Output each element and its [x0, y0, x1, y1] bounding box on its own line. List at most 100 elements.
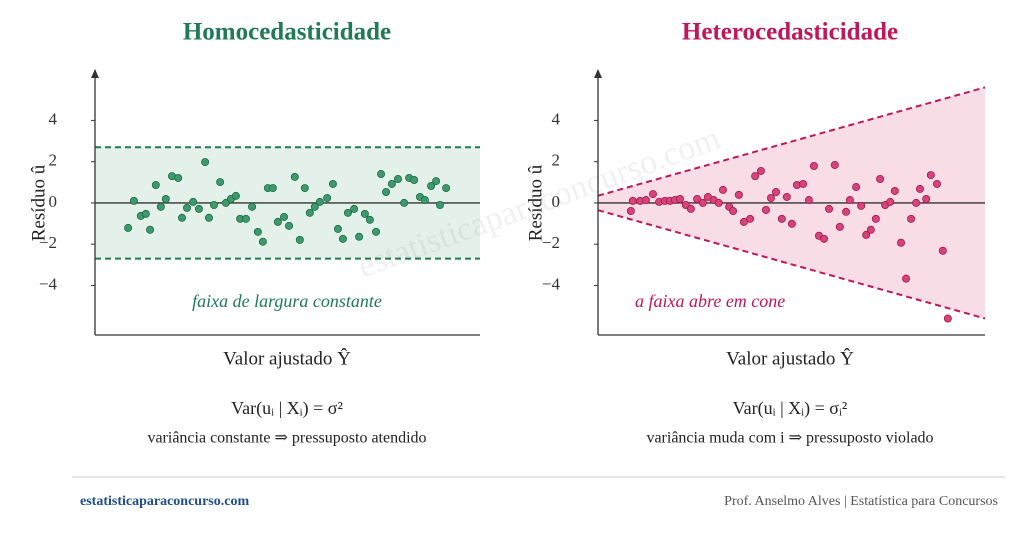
- caption: variância muda com i ⇒ pressuposto viola…: [646, 430, 933, 447]
- point: [686, 204, 695, 213]
- point: [372, 227, 381, 236]
- point: [141, 209, 150, 218]
- point: [273, 217, 282, 226]
- point: [432, 177, 441, 186]
- point: [204, 213, 213, 222]
- y-tick-label: 0: [552, 192, 561, 211]
- y-tick-label: 4: [552, 109, 561, 128]
- point: [852, 183, 861, 192]
- point: [890, 186, 899, 195]
- point: [387, 179, 396, 188]
- point: [830, 160, 839, 169]
- point: [328, 179, 337, 188]
- point: [845, 196, 854, 205]
- y-axis-arrow: [91, 69, 99, 78]
- point: [938, 246, 947, 255]
- point: [420, 196, 429, 205]
- caption: variância constante ⇒ pressuposto atendi…: [147, 430, 426, 447]
- point: [209, 200, 218, 209]
- point: [761, 205, 770, 214]
- point: [258, 237, 267, 246]
- point: [355, 232, 364, 241]
- point: [400, 198, 409, 207]
- point: [915, 184, 924, 193]
- point: [799, 179, 808, 188]
- point: [698, 198, 707, 207]
- y-tick-label: −2: [39, 233, 57, 252]
- x-axis-label: Valor ajustado Ŷ: [223, 347, 351, 369]
- point: [310, 202, 319, 211]
- point: [343, 208, 352, 217]
- point: [268, 184, 277, 193]
- point: [146, 225, 155, 234]
- point: [323, 193, 332, 202]
- point: [338, 234, 347, 243]
- point: [922, 195, 931, 204]
- point: [926, 171, 935, 180]
- point: [377, 170, 386, 179]
- point: [886, 197, 895, 206]
- point: [285, 221, 294, 230]
- point: [766, 193, 775, 202]
- point: [183, 203, 192, 212]
- point: [734, 190, 743, 199]
- band-edge: [597, 209, 986, 320]
- point: [300, 184, 309, 193]
- point: [174, 173, 183, 182]
- point: [178, 213, 187, 222]
- point: [382, 187, 391, 196]
- y-tick-label: 2: [552, 151, 561, 170]
- point: [825, 204, 834, 213]
- formula: Var(uᵢ | Xᵢ) = σ²: [231, 398, 343, 419]
- point: [333, 224, 342, 233]
- y-tick-label: 2: [49, 151, 58, 170]
- point: [933, 179, 942, 188]
- point: [772, 187, 781, 196]
- y-tick-label: 4: [49, 109, 58, 128]
- point: [835, 222, 844, 231]
- point: [866, 225, 875, 234]
- point: [365, 215, 374, 224]
- point: [231, 191, 240, 200]
- point: [912, 198, 921, 207]
- point: [305, 208, 314, 217]
- point: [156, 202, 165, 211]
- point: [393, 174, 402, 183]
- point: [897, 238, 906, 247]
- point: [350, 204, 359, 213]
- point: [628, 196, 637, 205]
- point: [151, 180, 160, 189]
- point: [862, 230, 871, 239]
- annotation: a faixa abre em cone: [635, 291, 785, 311]
- point: [435, 200, 444, 209]
- point: [295, 235, 304, 244]
- y-tick-label: −4: [39, 274, 58, 293]
- point: [189, 197, 198, 206]
- annotation: faixa de largura constante: [192, 291, 382, 311]
- point: [161, 195, 170, 204]
- point: [410, 176, 419, 185]
- point: [902, 274, 911, 283]
- point: [876, 174, 885, 183]
- x-axis-label: Valor ajustado Ŷ: [726, 347, 854, 369]
- point: [756, 166, 765, 175]
- point: [804, 196, 813, 205]
- point: [729, 206, 738, 215]
- y-tick-label: −4: [542, 274, 561, 293]
- point: [194, 204, 203, 213]
- point: [809, 161, 818, 170]
- point: [626, 206, 635, 215]
- point: [782, 192, 791, 201]
- point: [648, 190, 657, 199]
- point: [442, 184, 451, 193]
- point: [714, 198, 723, 207]
- point: [943, 314, 952, 323]
- point: [739, 217, 748, 226]
- point: [857, 201, 866, 210]
- y-axis-label: Resíduo û: [525, 164, 546, 241]
- chart-title: Homocedasticidade: [183, 19, 391, 46]
- point: [124, 223, 133, 232]
- point: [248, 202, 257, 211]
- point: [751, 172, 760, 181]
- point: [201, 158, 210, 167]
